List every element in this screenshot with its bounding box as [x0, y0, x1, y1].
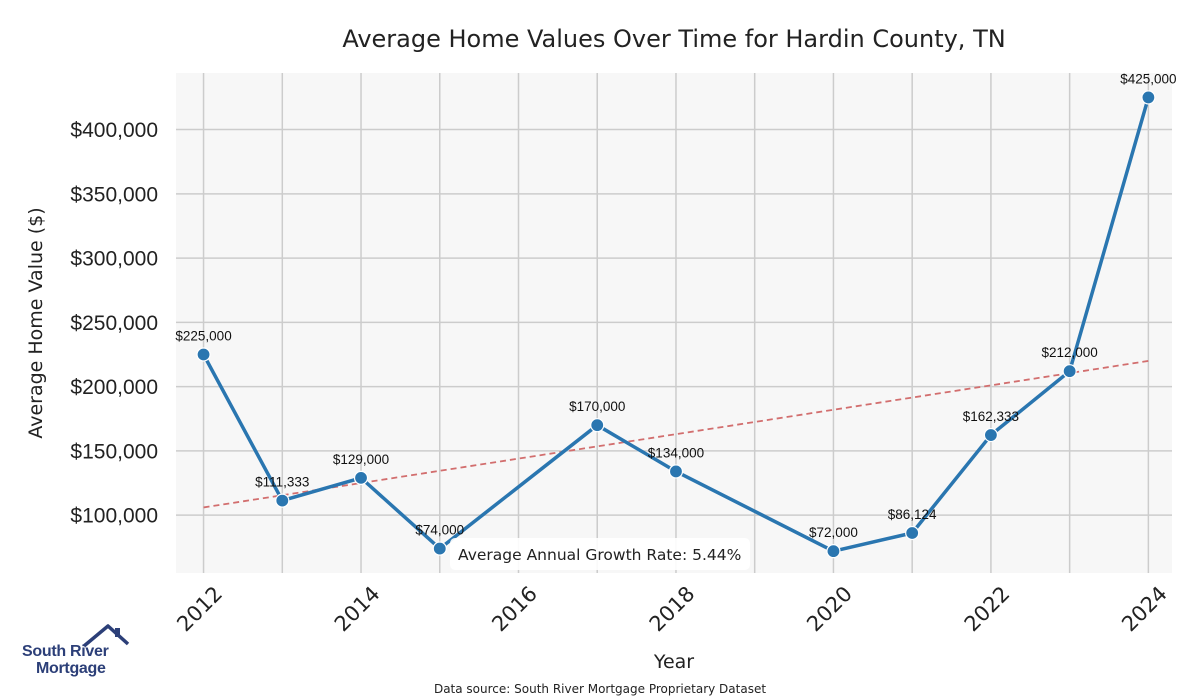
x-tick-label: 2020: [802, 582, 857, 637]
chart-title: Average Home Values Over Time for Hardin…: [342, 25, 1005, 53]
data-label: $425,000: [1120, 71, 1176, 86]
x-axis-label: Year: [653, 651, 694, 673]
data-point: [275, 493, 290, 508]
x-tick-label: 2024: [1117, 582, 1172, 637]
x-tick-label: 2014: [330, 582, 385, 637]
data-point: [353, 470, 369, 485]
annotation-text: Average Annual Growth Rate: 5.44%: [458, 546, 741, 564]
data-label: $162,333: [963, 409, 1019, 424]
x-tick-labels: 2012 2014 2016 2018 2020 2022 2024: [172, 582, 1172, 637]
x-tick-label: 2016: [487, 582, 542, 637]
y-gridlines: [176, 128, 1172, 516]
data-label: $86,124: [888, 507, 937, 522]
data-label: $72,000: [809, 525, 858, 540]
growth-annotation: Average Annual Growth Rate: 5.44%: [450, 538, 750, 570]
data-point: [826, 544, 841, 559]
data-label: $170,000: [569, 399, 625, 414]
y-tick-label: $200,000: [70, 376, 158, 399]
x-gridlines: [202, 73, 1150, 573]
data-point: [432, 541, 447, 556]
data-point: [668, 464, 684, 479]
data-point: [590, 418, 605, 433]
logo-text-line1: South River: [22, 643, 109, 660]
y-tick-label: $300,000: [70, 248, 158, 271]
data-point: [196, 347, 211, 362]
company-logo: South River Mortgage: [22, 622, 130, 682]
house-icon: [82, 624, 130, 648]
data-point: [1141, 90, 1156, 105]
data-labels: $225,000 $111,333 $129,000 $74,000 $170,000 $…: [175, 71, 1176, 540]
x-tick-label: 2022: [960, 582, 1015, 637]
y-tick-labels: $100,000 $150,000 $200,000 $250,000 $300,000…: [70, 119, 158, 528]
x-tick-label: 2012: [172, 582, 227, 637]
data-source: Data source: South River Mortgage Propri…: [434, 682, 766, 696]
data-points: [196, 90, 1156, 559]
y-tick-label: $350,000: [70, 183, 158, 206]
y-tick-label: $100,000: [70, 505, 158, 528]
data-label: $111,333: [255, 475, 309, 490]
x-tick-label: 2018: [645, 582, 700, 637]
y-tick-label: $150,000: [70, 440, 158, 463]
data-point: [905, 525, 920, 541]
data-label: $134,000: [648, 445, 704, 460]
data-point: [983, 427, 999, 443]
y-axis-label: Average Home Value ($): [25, 207, 47, 438]
data-point: [1062, 364, 1077, 379]
logo-text-line2: Mortgage: [36, 660, 106, 677]
data-label: $74,000: [415, 523, 464, 538]
data-label: $225,000: [175, 328, 231, 343]
annotation-box: [450, 538, 750, 570]
y-tick-label: $250,000: [70, 312, 158, 335]
data-label: $129,000: [333, 452, 389, 467]
y-tick-label: $400,000: [70, 119, 158, 142]
data-label: $212,000: [1041, 345, 1097, 360]
